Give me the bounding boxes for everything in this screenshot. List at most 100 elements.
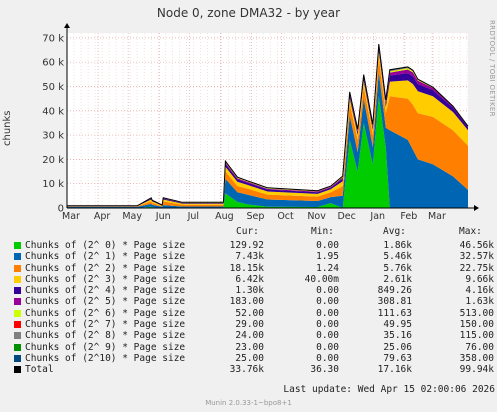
legend-min: 0.00 (316, 330, 339, 342)
legend-avg: 1.86k (383, 240, 412, 251)
legend-swatch (14, 332, 21, 340)
legend-avg: 5.46k (383, 251, 412, 263)
legend-min: 40.00m (304, 273, 339, 285)
graph-title: Node 0, zone DMA32 - by year (156, 6, 341, 20)
legend-row: Chunks of (2^ 6) * Page size 52.00 0.00 111… (12, 307, 494, 319)
legend-min: 0.00 (316, 352, 339, 364)
legend-header-min: Min: (311, 226, 334, 237)
y-tick-label: 60 k (42, 58, 64, 69)
legend-cur: 18.15k (229, 262, 264, 274)
legend-row: Chunks of (2^ 0) * Page size 129.92 0.00 1.… (12, 240, 494, 251)
legend-min: 0.00 (316, 307, 339, 319)
legend-row: Chunks of (2^ 2) * Page size 18.15k 1.24 5.… (12, 262, 494, 274)
legend-cur: 129.92 (229, 240, 264, 251)
legend-label: Chunks of (2^ 0) * Page size (25, 240, 186, 251)
chart-plot: 0 10 k 20 k 30 k 40 k 50 k 60 k 70 k Mar Apr May Ju… (42, 23, 479, 222)
legend-swatch (14, 287, 21, 295)
legend-max: 150.00 (459, 319, 494, 331)
y-tick-label: 40 k (42, 106, 64, 117)
legend-row: Total 33.76k 36.30 17.16k 99.94k (12, 364, 494, 376)
legend-max: 76.00 (465, 341, 494, 353)
legend-header-avg: Avg: (383, 226, 406, 237)
y-tick-label: 50 k (42, 82, 64, 93)
legend-max: 99.94k (459, 364, 494, 376)
y-tick-label: 70 k (42, 33, 64, 44)
legend-row: Chunks of (2^ 8) * Page size 24.00 0.00 35.… (12, 330, 494, 342)
legend-avg: 25.06 (383, 341, 412, 353)
legend-row: Chunks of (2^ 5) * Page size 183.00 0.00 30… (12, 296, 494, 308)
legend-row: Chunks of (2^ 1) * Page size 7.43k 1.95 5.4… (12, 251, 494, 263)
legend-header-cur: Cur: (236, 226, 259, 237)
legend-avg: 849.26 (377, 285, 412, 297)
legend-avg: 35.16 (383, 330, 412, 342)
legend-cur: 6.42k (235, 273, 264, 285)
legend-avg: 17.16k (377, 364, 412, 376)
y-axis-arrow (64, 23, 70, 28)
legend-swatch (14, 321, 21, 329)
x-tick-label: Jan (369, 211, 385, 222)
legend-table: Chunks of (2^ 0) * Page size 129.92 0.00 1.… (12, 240, 494, 376)
legend-label: Chunks of (2^ 3) * Page size (25, 273, 186, 285)
legend-row: Chunks of (2^ 9) * Page size 23.00 0.00 25.… (12, 341, 494, 353)
legend-avg: 2.61k (383, 273, 412, 285)
legend-min: 0.00 (316, 319, 339, 331)
legend-max: 1.63k (465, 296, 494, 308)
legend-cur: 1.30k (235, 285, 264, 297)
legend-min: 0.00 (316, 285, 339, 297)
legend-max: 32.57k (459, 251, 494, 263)
legend-swatch (14, 253, 21, 261)
x-tick-label: Apr (94, 211, 111, 222)
area-series-1 (67, 71, 468, 209)
legend-max: 22.75k (459, 262, 494, 274)
legend-max: 513.00 (459, 307, 494, 319)
x-tick-label: Jul (187, 211, 199, 222)
legend-min: 36.30 (310, 364, 339, 376)
legend-max: 9.66k (465, 273, 494, 285)
legend-header-max: Max: (459, 226, 482, 237)
legend-swatch (14, 264, 21, 272)
x-axis-arrow (474, 205, 479, 211)
legend-label: Chunks of (2^ 1) * Page size (25, 251, 186, 263)
legend-swatch (14, 343, 21, 351)
y-tick-label: 0 (58, 204, 64, 215)
legend-label: Total (25, 364, 54, 376)
legend-label: Chunks of (2^ 5) * Page size (25, 296, 186, 308)
y-tick-label: 20 k (42, 155, 64, 166)
legend-label: Chunks of (2^ 2) * Page size (25, 262, 186, 274)
legend-cur: 7.43k (235, 251, 264, 263)
legend-max: 358.00 (459, 352, 494, 364)
legend-min: 0.00 (316, 240, 339, 251)
x-tick-label: Nov (307, 211, 326, 222)
legend-swatch (14, 309, 21, 317)
legend-label: Chunks of (2^ 6) * Page size (25, 307, 186, 319)
munin-version: Munin 2.0.33-1~bpo8+1 (205, 399, 292, 407)
legend-row: Chunks of (2^ 7) * Page size 29.00 0.00 49.… (12, 319, 494, 331)
legend-swatch (14, 242, 21, 249)
legend-cur: 25.00 (235, 352, 264, 364)
legend-row: Chunks of (2^ 3) * Page size 6.42k 40.00m 2… (12, 273, 494, 285)
legend-row: Chunks of (2^ 4) * Page size 1.30k 0.00 849… (12, 285, 494, 297)
x-tick-label: Jun (155, 211, 171, 222)
legend-swatch (14, 275, 21, 283)
legend-cur: 29.00 (235, 319, 264, 331)
legend-cur: 183.00 (229, 296, 264, 308)
x-tick-label: Oct (277, 211, 294, 222)
x-tick-label: Dec (337, 211, 355, 222)
legend-max: 46.56k (459, 240, 494, 251)
legend-avg: 79.63 (383, 352, 412, 364)
legend-swatch (14, 366, 21, 374)
legend-min: 1.24 (316, 262, 339, 274)
x-tick-label: May (122, 211, 142, 222)
x-tick-label: Aug (215, 211, 234, 222)
legend-min: 0.00 (316, 341, 339, 353)
total-line (67, 43, 469, 207)
legend-swatch (14, 354, 21, 362)
x-tick-label: Mar (62, 211, 80, 222)
x-tick-label: Mar (428, 211, 446, 222)
area-series-0 (67, 96, 468, 208)
legend-min: 0.00 (316, 296, 339, 308)
legend-max: 4.16k (465, 285, 494, 297)
legend-avg: 49.95 (383, 319, 412, 331)
legend-avg: 5.76k (383, 262, 412, 274)
